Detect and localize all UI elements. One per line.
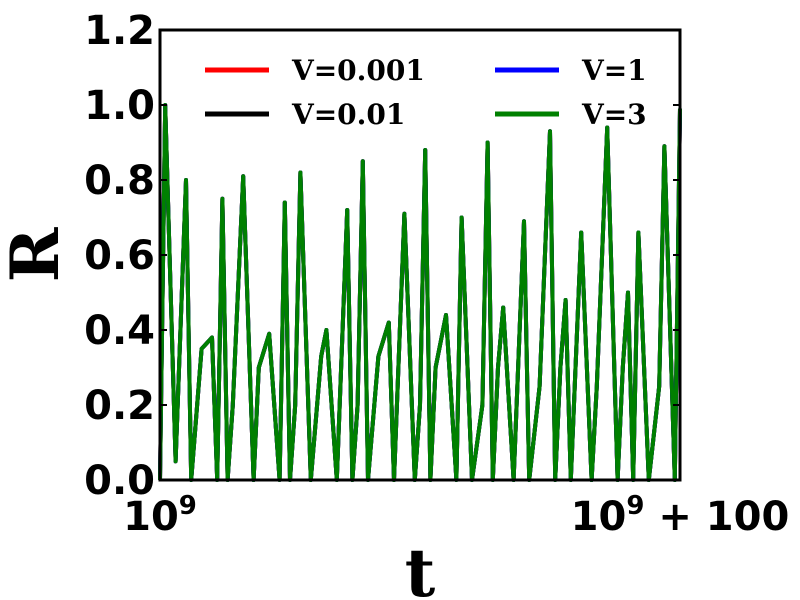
series-line-4 [158, 103, 682, 482]
y-tick-label: 1.0 [84, 83, 155, 129]
series-layer [158, 103, 682, 482]
y-axis-ticks: 0.0 0.2 0.4 0.6 0.8 1.0 1.2 [84, 8, 680, 504]
legend-label: V=0.01 [291, 98, 405, 131]
x-axis-ticks: 109 109 + 100 [123, 473, 789, 540]
x-tick-label: 109 [123, 491, 197, 540]
legend-label: V=0.001 [291, 54, 425, 87]
x-tick-label: 109 + 100 [571, 491, 790, 540]
y-axis-label: R [0, 226, 74, 282]
y-tick-label: 0.4 [84, 308, 155, 354]
y-tick-label: 0.0 [84, 458, 155, 504]
legend: V=0.001 V=0.01 V=1 V=3 [205, 54, 647, 131]
x-axis-label: t [405, 534, 436, 600]
y-tick-label: 1.2 [84, 8, 155, 54]
legend-label: V=1 [581, 54, 647, 87]
y-tick-label: 0.6 [84, 233, 155, 279]
y-tick-label: 0.8 [84, 158, 155, 204]
y-tick-label: 0.2 [84, 383, 155, 429]
legend-label: V=3 [581, 98, 647, 131]
